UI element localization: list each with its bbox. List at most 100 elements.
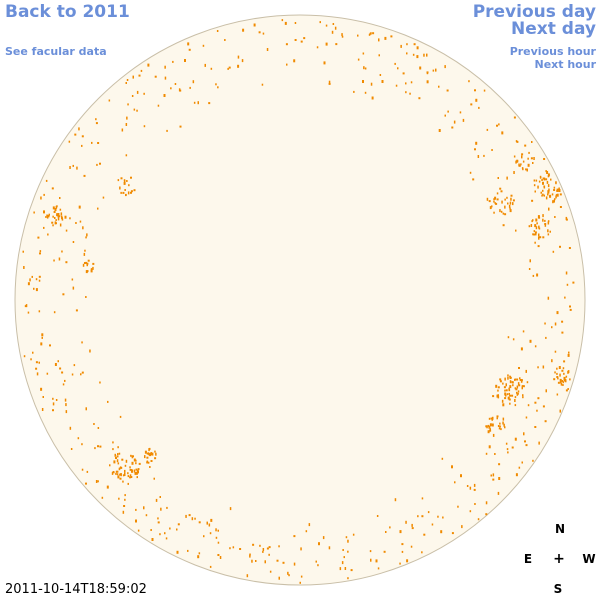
facula-speck xyxy=(160,507,162,511)
facula-speck xyxy=(155,452,157,456)
facula-speck xyxy=(121,128,124,132)
facula-speck xyxy=(339,567,342,571)
previous-day-link[interactable]: Previous day xyxy=(472,2,596,22)
facula-speck xyxy=(535,232,537,236)
facula-speck xyxy=(43,193,45,196)
facula-speck xyxy=(285,43,288,46)
facula-speck xyxy=(130,190,133,193)
facula-speck xyxy=(451,126,454,129)
facula-speck xyxy=(58,215,61,218)
facula-speck xyxy=(341,561,344,565)
facula-speck xyxy=(490,207,492,209)
facula-speck xyxy=(40,342,43,346)
facula-speck xyxy=(85,236,87,239)
facula-speck xyxy=(547,220,550,223)
facula-speck xyxy=(136,90,139,94)
see-facular-data-link[interactable]: See facular data xyxy=(5,45,107,58)
facula-speck xyxy=(384,36,387,40)
facula-speck xyxy=(506,196,508,199)
facula-speck xyxy=(489,429,492,432)
facula-speck xyxy=(536,273,539,277)
facula-speck xyxy=(133,108,136,111)
previous-hour-link[interactable]: Previous hour xyxy=(509,45,596,58)
facula-speck xyxy=(99,445,102,448)
facula-speck xyxy=(483,154,485,157)
facula-speck xyxy=(22,250,24,253)
facula-speck xyxy=(496,192,499,195)
facula-speck xyxy=(501,131,504,135)
facula-speck xyxy=(402,72,405,75)
facula-speck xyxy=(372,32,375,35)
facula-speck xyxy=(237,64,240,68)
facula-speck xyxy=(47,233,49,236)
facula-speck xyxy=(368,33,371,36)
facula-speck xyxy=(78,205,81,209)
facula-speck xyxy=(533,179,536,182)
facula-speck xyxy=(538,441,540,445)
facula-speck xyxy=(149,466,151,468)
facula-speck xyxy=(569,308,572,311)
facula-speck xyxy=(485,452,488,455)
facula-speck xyxy=(554,371,556,374)
facula-speck xyxy=(115,457,117,459)
facula-speck xyxy=(132,455,134,458)
facula-speck xyxy=(39,252,41,255)
facula-speck xyxy=(545,389,547,393)
facula-speck xyxy=(262,550,264,553)
facula-speck xyxy=(515,160,517,164)
next-hour-link[interactable]: Next hour xyxy=(534,58,597,71)
facula-speck xyxy=(486,425,488,429)
facula-speck xyxy=(86,470,89,473)
facula-speck xyxy=(74,133,77,136)
facula-speck xyxy=(119,466,122,469)
facula-speck xyxy=(538,180,541,183)
facula-speck xyxy=(522,330,525,333)
facula-speck xyxy=(405,82,407,85)
facula-speck xyxy=(547,190,549,194)
facula-speck xyxy=(164,65,166,69)
facula-speck xyxy=(143,506,145,510)
facula-speck xyxy=(411,523,413,527)
facula-speck xyxy=(523,432,525,436)
compass-south-label: S xyxy=(553,582,563,596)
facula-speck xyxy=(525,444,528,447)
facula-speck xyxy=(506,393,509,396)
facula-speck xyxy=(544,420,547,423)
facula-speck xyxy=(144,455,146,459)
facula-speck xyxy=(438,85,440,88)
facula-speck xyxy=(488,425,491,429)
facula-speck xyxy=(53,311,56,314)
facula-speck xyxy=(86,233,88,237)
facula-speck xyxy=(491,205,493,208)
facula-speck xyxy=(316,46,319,49)
facula-speck xyxy=(394,498,397,502)
facula-speck xyxy=(147,63,150,67)
back-to-year-link[interactable]: Back to 2011 xyxy=(5,2,130,22)
facula-layer xyxy=(22,19,575,584)
next-day-link[interactable]: Next day xyxy=(511,19,596,39)
facula-speck xyxy=(545,336,547,339)
facula-speck xyxy=(187,549,189,552)
facula-speck xyxy=(332,23,335,25)
facula-speck xyxy=(210,67,213,70)
facula-speck xyxy=(559,373,561,377)
facula-speck xyxy=(364,67,367,70)
facula-speck xyxy=(442,516,444,519)
facula-speck xyxy=(64,398,67,402)
compass-west-label: W xyxy=(582,552,596,566)
facula-speck xyxy=(132,75,134,79)
facula-speck xyxy=(502,417,505,421)
facula-speck xyxy=(99,162,101,165)
facula-speck xyxy=(509,201,512,205)
facula-speck xyxy=(188,514,191,517)
facula-speck xyxy=(83,252,86,256)
facula-speck xyxy=(47,214,49,217)
facula-speck xyxy=(421,515,424,518)
facula-speck xyxy=(136,469,139,473)
facula-speck xyxy=(543,177,546,181)
facula-speck xyxy=(97,207,99,210)
facula-speck xyxy=(566,283,569,286)
facula-speck xyxy=(527,157,529,160)
facula-speck xyxy=(554,322,557,326)
facula-speck xyxy=(97,480,99,483)
